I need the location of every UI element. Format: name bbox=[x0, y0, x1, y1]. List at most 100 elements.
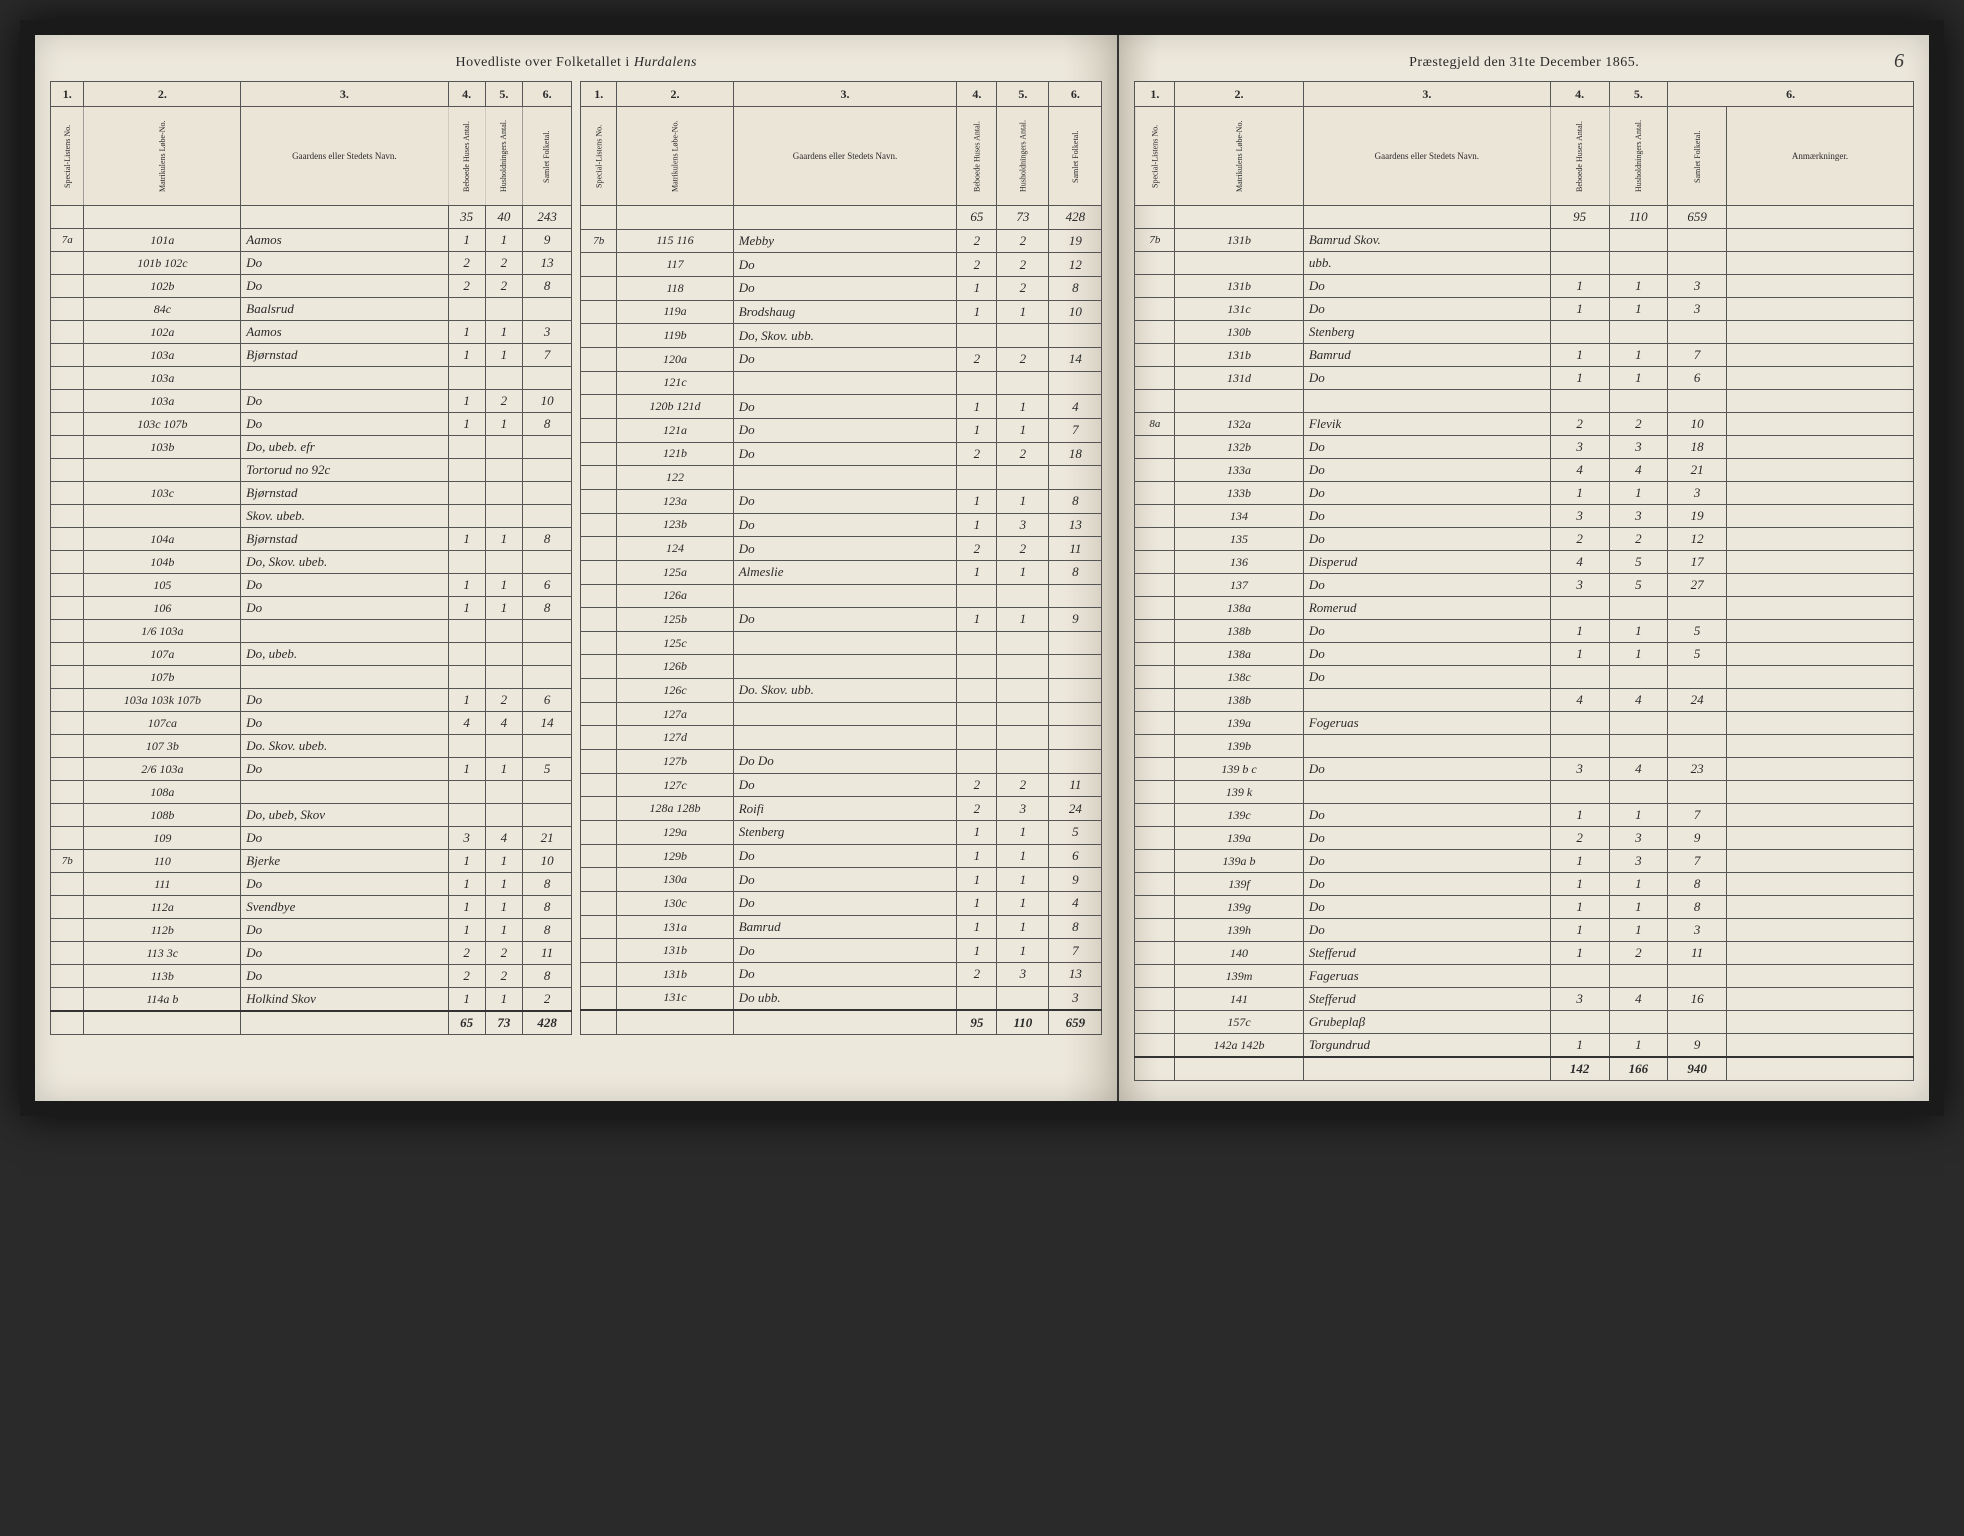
cell bbox=[581, 655, 617, 679]
cell: Do bbox=[1303, 804, 1550, 827]
table-row: 114a bHolkind Skov112 bbox=[51, 988, 572, 1012]
cell bbox=[1668, 666, 1727, 689]
col-5: 5. bbox=[485, 82, 522, 107]
cell: 110 bbox=[84, 850, 241, 873]
cell bbox=[448, 643, 485, 666]
census-table-right: 1. 2. 3. 4. 5. 6. Special-Listens No. Ma… bbox=[1134, 81, 1914, 1081]
cell bbox=[1609, 666, 1668, 689]
cell: 2 bbox=[997, 253, 1049, 277]
cell bbox=[84, 459, 241, 482]
annotation-cell bbox=[1727, 252, 1914, 275]
col-1: 1. bbox=[1135, 82, 1175, 107]
cell: Do. Skov. ubeb. bbox=[241, 735, 448, 758]
cell bbox=[522, 367, 571, 390]
annotation-cell bbox=[1727, 390, 1914, 413]
table-row: 107 3bDo. Skov. ubeb. bbox=[51, 735, 572, 758]
cell: 2 bbox=[957, 347, 997, 371]
cell bbox=[522, 666, 571, 689]
table-row: 119aBrodshaug1110 bbox=[581, 300, 1102, 324]
cell: 1 bbox=[448, 896, 485, 919]
cell bbox=[1049, 679, 1102, 703]
cell bbox=[581, 702, 617, 726]
cell: Do bbox=[241, 597, 448, 620]
cell: 1 bbox=[957, 395, 997, 419]
cell: 134 bbox=[1175, 505, 1304, 528]
cell bbox=[1135, 873, 1175, 896]
cell: Do Do bbox=[733, 750, 957, 774]
cell: 2 bbox=[957, 773, 997, 797]
cell: 4 bbox=[1609, 689, 1668, 712]
table-row: 7b131bBamrud Skov. bbox=[1135, 229, 1914, 252]
cell bbox=[51, 1011, 84, 1035]
table-row: 122 bbox=[581, 466, 1102, 490]
cell: 8 bbox=[1049, 276, 1102, 300]
cell: 4 bbox=[1609, 988, 1668, 1011]
cell: 1 bbox=[448, 689, 485, 712]
cell: 1 bbox=[485, 229, 522, 252]
cell: Do. Skov. ubb. bbox=[733, 679, 957, 703]
cell: Do bbox=[1303, 436, 1550, 459]
cell: 8 bbox=[522, 597, 571, 620]
cell bbox=[51, 275, 84, 298]
cell bbox=[733, 702, 957, 726]
cell: 24 bbox=[1668, 689, 1727, 712]
cell: Do bbox=[733, 608, 957, 632]
cell: 2 bbox=[957, 963, 997, 987]
cell bbox=[448, 551, 485, 574]
cell bbox=[581, 513, 617, 537]
table-row: 101b 102cDo2213 bbox=[51, 252, 572, 275]
table-row: 95110659 bbox=[581, 1010, 1102, 1034]
cell bbox=[957, 584, 997, 608]
right-page: 6 Præstegjeld den 31te December 1865. 1.… bbox=[1119, 35, 1929, 1101]
cell: 40 bbox=[485, 206, 522, 229]
cell: 107 3b bbox=[84, 735, 241, 758]
cell bbox=[485, 367, 522, 390]
table-row: 125bDo119 bbox=[581, 608, 1102, 632]
cell bbox=[485, 551, 522, 574]
cell: 139a b bbox=[1175, 850, 1304, 873]
cell: 1 bbox=[997, 844, 1049, 868]
cell: 121b bbox=[617, 442, 733, 466]
cell: 1 bbox=[957, 560, 997, 584]
cell: 8 bbox=[522, 275, 571, 298]
cell: Grubeplaβ bbox=[1303, 1011, 1550, 1034]
cell: 9 bbox=[1668, 1034, 1727, 1058]
col-2: 2. bbox=[84, 82, 241, 107]
col-2: 2. bbox=[1175, 82, 1304, 107]
cell: 12 bbox=[1049, 253, 1102, 277]
cell bbox=[1049, 750, 1102, 774]
cell: Stefferud bbox=[1303, 942, 1550, 965]
cell bbox=[581, 773, 617, 797]
cell: Do bbox=[1303, 758, 1550, 781]
cell: 120a bbox=[617, 347, 733, 371]
cell: 138a bbox=[1175, 597, 1304, 620]
table-row: Skov. ubeb. bbox=[51, 505, 572, 528]
cell: 1 bbox=[957, 939, 997, 963]
cell: 7 bbox=[1049, 939, 1102, 963]
cell: 1 bbox=[485, 919, 522, 942]
cell: Do bbox=[1303, 459, 1550, 482]
cell bbox=[485, 804, 522, 827]
cell: 659 bbox=[1049, 1010, 1102, 1034]
cell: 1 bbox=[448, 988, 485, 1012]
left-page-columns: 1. 2. 3. 4. 5. 6. Special-Listens No. Ma… bbox=[50, 81, 1102, 1035]
annotation-cell bbox=[1727, 919, 1914, 942]
cell: 73 bbox=[997, 206, 1049, 230]
cell: 131b bbox=[1175, 344, 1304, 367]
cell bbox=[581, 466, 617, 490]
cell: 131c bbox=[1175, 298, 1304, 321]
cell: 1 bbox=[1609, 896, 1668, 919]
cell: 1 bbox=[1550, 1034, 1609, 1058]
cell: 1 bbox=[997, 892, 1049, 916]
cell: 1 bbox=[997, 300, 1049, 324]
table-body-block2: 65734287b115 116Mebby2219117Do2212118Do1… bbox=[581, 206, 1102, 1035]
cell: 95 bbox=[957, 1010, 997, 1034]
cell: 119b bbox=[617, 324, 733, 348]
cell: 95 bbox=[1550, 206, 1609, 229]
cell: Romerud bbox=[1303, 597, 1550, 620]
cell: 1 bbox=[957, 821, 997, 845]
cell: 127c bbox=[617, 773, 733, 797]
cell bbox=[51, 781, 84, 804]
cell bbox=[1049, 655, 1102, 679]
cell bbox=[1135, 620, 1175, 643]
